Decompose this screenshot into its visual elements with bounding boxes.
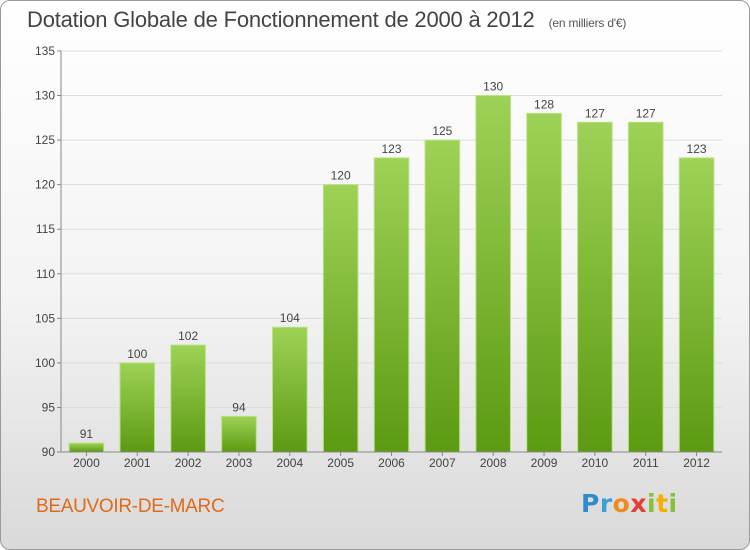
x-tick-label: 2008	[480, 456, 507, 470]
bar	[119, 362, 156, 453]
bar-value-label: 94	[232, 400, 246, 414]
proxiti-logo[interactable]: Proxiti	[581, 489, 678, 518]
y-tick-label: 105	[35, 311, 55, 325]
x-tick-label: 2004	[276, 456, 303, 470]
y-tick-label: 120	[35, 178, 55, 192]
bar-value-label: 123	[381, 142, 401, 156]
bar-value-label: 100	[127, 347, 147, 361]
chart-title: Dotation Globale de Fonctionnement de 20…	[27, 7, 626, 33]
bar-value-label: 128	[534, 97, 554, 111]
y-tick-label: 130	[35, 89, 55, 103]
x-tick-label: 2007	[429, 456, 456, 470]
y-tick-label: 90	[42, 445, 56, 459]
x-tick-label: 2006	[378, 456, 405, 470]
x-tick-label: 2003	[226, 456, 253, 470]
x-tick-label: 2011	[633, 456, 659, 470]
bar	[373, 157, 410, 453]
bar-value-label: 104	[280, 311, 300, 325]
bar	[68, 442, 105, 453]
x-tick-label: 2001	[124, 456, 151, 470]
x-tick-label: 2009	[531, 456, 558, 470]
x-tick-label: 2012	[683, 456, 710, 470]
chart-title-text: Dotation Globale de Fonctionnement de 20…	[27, 7, 535, 32]
bar-value-label: 130	[483, 80, 503, 94]
y-tick-label: 135	[35, 44, 55, 58]
bar	[475, 95, 511, 453]
y-tick-label: 95	[42, 400, 56, 414]
bar-value-label: 125	[432, 124, 452, 138]
bar-value-label: 127	[585, 106, 605, 120]
bar	[577, 121, 613, 453]
bar	[627, 121, 664, 453]
bar	[221, 415, 257, 453]
bar	[170, 344, 206, 453]
y-tick-label: 110	[36, 267, 55, 281]
bar	[322, 184, 359, 453]
y-tick-label: 115	[36, 222, 55, 236]
x-tick-label: 2010	[582, 456, 609, 470]
y-tick-label: 100	[35, 356, 55, 370]
bar	[272, 326, 308, 453]
bar	[424, 139, 461, 453]
bar	[678, 157, 715, 453]
x-tick-label: 2000	[73, 456, 100, 470]
bar-value-label: 123	[687, 142, 707, 156]
x-tick-label: 2002	[175, 456, 202, 470]
x-tick-label: 2005	[327, 456, 354, 470]
bar	[526, 112, 562, 453]
chart-unit: (en milliers d'€)	[548, 16, 627, 30]
bar-value-label: 102	[178, 329, 198, 343]
bar-value-label: 120	[331, 169, 351, 183]
y-tick-label: 125	[35, 133, 55, 147]
town-name: BEAUVOIR-DE-MARC	[36, 496, 225, 517]
bar-value-label: 127	[636, 106, 656, 120]
bar-value-label: 91	[80, 427, 94, 441]
